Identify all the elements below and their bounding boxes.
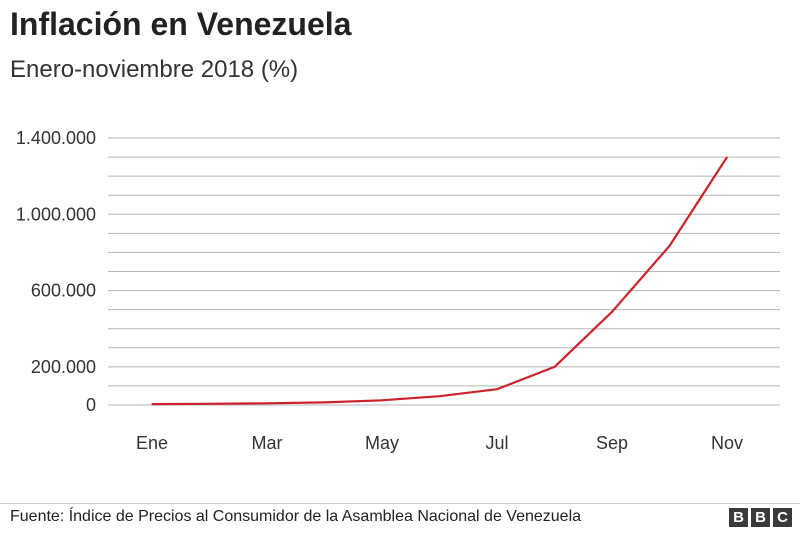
x-axis-ticks: Ene Mar May Jul Sep Nov bbox=[136, 433, 743, 453]
bbc-logo: B B C bbox=[729, 508, 792, 527]
source-note: Fuente: Índice de Precios al Consumidor … bbox=[10, 508, 582, 525]
x-tick-label: Jul bbox=[485, 433, 508, 453]
data-point bbox=[726, 156, 728, 158]
chart-subtitle: Enero-noviembre 2018 (%) bbox=[10, 56, 299, 83]
y-tick-label: 200.000 bbox=[31, 357, 96, 377]
x-tick-label: Mar bbox=[252, 433, 283, 453]
x-tick-label: Ene bbox=[136, 433, 168, 453]
footer-divider bbox=[0, 503, 800, 504]
data-point bbox=[553, 366, 556, 368]
gridlines bbox=[108, 137, 780, 406]
data-point bbox=[208, 403, 211, 405]
data-point bbox=[496, 388, 498, 390]
chart-title: Inflación en Venezuela bbox=[10, 6, 352, 42]
y-tick-label: 1.000.000 bbox=[16, 204, 96, 224]
logo-letter-c: C bbox=[773, 508, 792, 527]
y-axis-ticks: 0 200.000 600.000 1.000.000 1.400.000 bbox=[16, 128, 96, 415]
series-group bbox=[151, 156, 728, 406]
data-point bbox=[266, 402, 268, 404]
logo-letter-b2: B bbox=[751, 508, 770, 527]
data-point bbox=[381, 399, 383, 401]
logo-letter-b1: B bbox=[729, 508, 748, 527]
y-tick-label: 600.000 bbox=[31, 281, 96, 301]
x-tick-label: May bbox=[365, 433, 399, 453]
data-point bbox=[438, 395, 441, 397]
data-point bbox=[611, 311, 613, 313]
data-point bbox=[151, 403, 153, 405]
data-point bbox=[668, 245, 671, 247]
line-chart: 0 200.000 600.000 1.000.000 1.400.000 Ene Mar… bbox=[16, 128, 780, 453]
data-point bbox=[323, 401, 326, 403]
y-tick-label: 0 bbox=[86, 395, 96, 415]
x-tick-label: Sep bbox=[596, 433, 628, 453]
x-tick-label: Nov bbox=[711, 433, 743, 453]
y-tick-label: 1.400.000 bbox=[16, 128, 96, 148]
